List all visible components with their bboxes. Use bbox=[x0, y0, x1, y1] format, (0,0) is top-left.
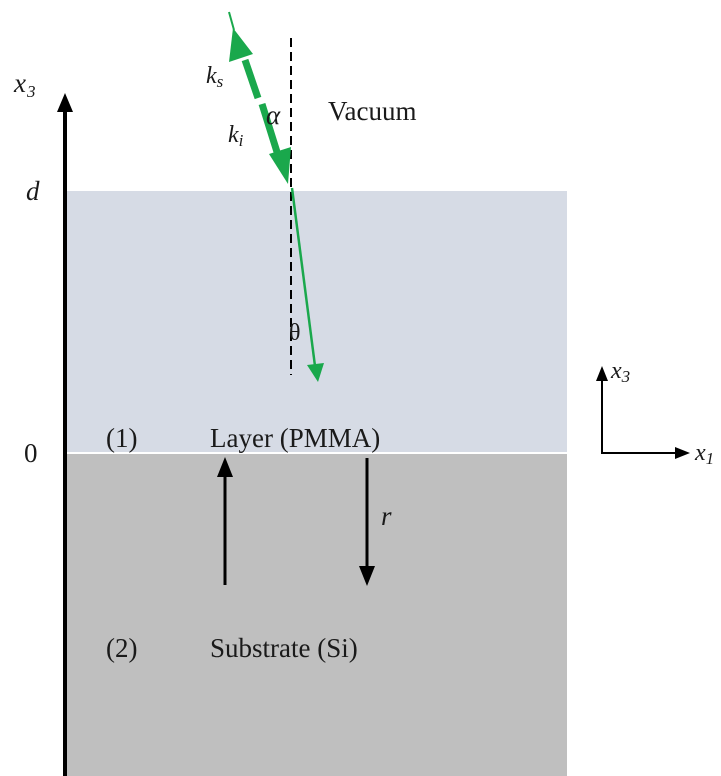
label-k-i: ki bbox=[228, 122, 244, 150]
substrate-label: Substrate (Si) bbox=[210, 633, 358, 663]
tick-label-zero: 0 bbox=[24, 438, 38, 468]
reflected-wave-arrowhead bbox=[359, 566, 375, 586]
scattered-wave-arrowhead bbox=[229, 28, 253, 62]
coord-x1-label: x1 bbox=[694, 440, 714, 468]
label-theta: θ bbox=[289, 320, 301, 346]
incident-wave-arrow bbox=[258, 102, 281, 154]
beam-line-top bbox=[228, 11, 235, 31]
refracted-wave-arrowhead bbox=[307, 363, 324, 382]
x3-axis-arrowhead bbox=[57, 93, 73, 112]
layer-index: (1) bbox=[106, 423, 137, 453]
label-r: r bbox=[381, 501, 392, 531]
upward-wave-arrowhead bbox=[217, 457, 233, 477]
scattered-wave-arrow bbox=[241, 58, 262, 100]
label-k-s: ks bbox=[206, 63, 224, 91]
coord-x3-label: x3 bbox=[610, 358, 630, 386]
substrate-region bbox=[65, 453, 567, 776]
layer-label: Layer (PMMA) bbox=[210, 423, 380, 453]
refracted-wave-line bbox=[290, 187, 317, 367]
coord-horizontal-arrowhead bbox=[675, 447, 690, 459]
vacuum-label: Vacuum bbox=[328, 96, 416, 126]
incident-wave-arrowhead bbox=[269, 147, 291, 184]
layer-region bbox=[65, 191, 567, 453]
substrate-index: (2) bbox=[106, 633, 137, 663]
coord-vertical-arrowhead bbox=[596, 366, 608, 381]
x3-axis-label: x3 bbox=[13, 68, 35, 101]
label-alpha: α bbox=[266, 100, 281, 130]
tick-label-d: d bbox=[26, 176, 40, 206]
